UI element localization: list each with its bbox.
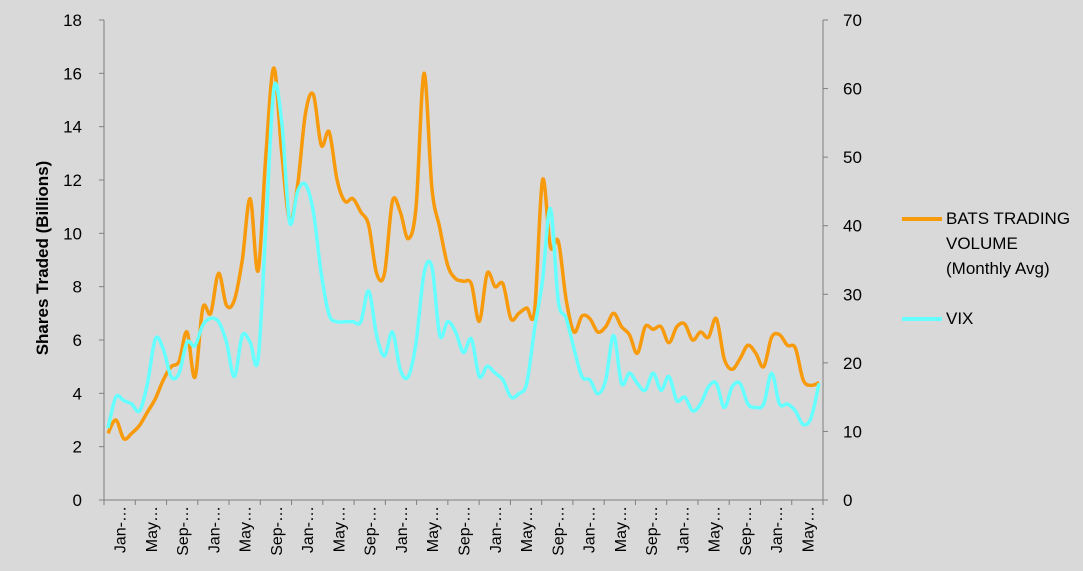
x-tick-label: May… (519, 506, 536, 552)
right-tick-label: 30 (843, 285, 862, 304)
right-tick-label: 70 (843, 11, 862, 30)
right-tick-label: 60 (843, 80, 862, 99)
legend-label-bats: BATS TRADING VOLUME (Monthly Avg) (946, 209, 1071, 278)
x-tick-label: May… (707, 506, 724, 552)
x-tick-label: Sep-… (363, 506, 380, 556)
legend: BATS TRADING VOLUME (Monthly Avg) VIX (900, 206, 1080, 356)
x-tick-label: Jan-… (113, 506, 130, 553)
x-tick-label: Jan-… (394, 506, 411, 553)
x-tick-label: Jan-… (206, 506, 223, 553)
right-tick-label: 0 (843, 491, 852, 510)
x-tick-label: Sep-… (738, 506, 755, 556)
right-tick-label: 40 (843, 217, 862, 236)
x-tick-label: Jan-… (488, 506, 505, 553)
right-tick-label: 50 (843, 148, 862, 167)
x-tick-label: Sep-… (550, 506, 567, 556)
left-tick-label: 2 (73, 438, 82, 457)
left-tick-label: 10 (63, 224, 82, 243)
left-tick-label: 0 (73, 491, 82, 510)
left-tick-label: 18 (63, 11, 82, 30)
x-tick-label: Jan-… (300, 506, 317, 553)
x-tick-label: Jan-… (582, 506, 599, 553)
left-tick-label: 16 (63, 64, 82, 83)
x-tick-label: May… (613, 506, 630, 552)
vix-line (106, 81, 821, 429)
x-tick-label: May… (144, 506, 161, 552)
x-tick-label: Jan-… (675, 506, 692, 553)
left-tick-label: 12 (63, 171, 82, 190)
series-lines (106, 66, 821, 441)
x-tick-label: May… (238, 506, 255, 552)
legend-label-vix: VIX (946, 309, 974, 328)
left-tick-label: 4 (73, 384, 82, 403)
x-tick-label: Jan-… (769, 506, 786, 553)
legend-item-vix: VIX (900, 306, 1080, 331)
legend-swatch-bats (902, 217, 942, 221)
left-tick-label: 14 (63, 118, 82, 137)
left-tick-label: 8 (73, 278, 82, 297)
legend-swatch-vix (902, 317, 942, 321)
x-tick-label: Sep-… (644, 506, 661, 556)
bats-volume-line (106, 66, 820, 441)
y-axis-title: Shares Traded (Billions) (33, 161, 52, 356)
legend-item-bats: BATS TRADING VOLUME (Monthly Avg) (900, 206, 1080, 281)
left-axis-ticks: 0 2 4 6 8 10 12 14 16 18 (63, 11, 104, 510)
right-axis-ticks: 0 10 20 30 40 50 60 70 (823, 11, 862, 510)
left-tick-label: 6 (73, 331, 82, 350)
x-tick-label: May… (800, 506, 817, 552)
x-axis-ticks: Jan-… May… Sep-… Jan-… May… Sep-… Jan-… May… Sep… (103, 500, 824, 556)
x-tick-label: May… (425, 506, 442, 552)
x-tick-label: Sep-… (457, 506, 474, 556)
x-tick-label: Sep-… (175, 506, 192, 556)
right-tick-label: 10 (843, 422, 862, 441)
x-tick-label: May… (331, 506, 348, 552)
x-tick-label: Sep-… (269, 506, 286, 556)
right-tick-label: 20 (843, 354, 862, 373)
